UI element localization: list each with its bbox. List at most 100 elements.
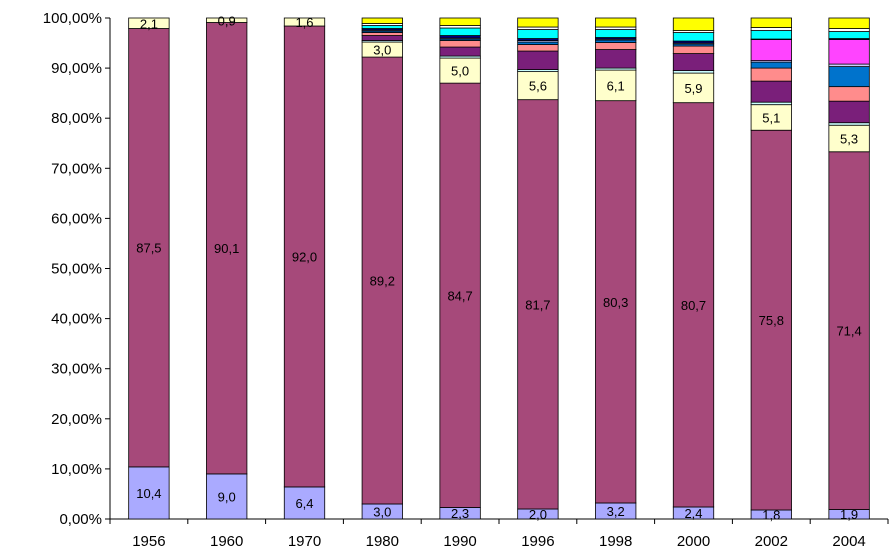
bar-segment: [439, 27, 481, 36]
y-tick-label: 40,00%: [51, 311, 102, 328]
x-tick-label: 1996: [521, 533, 554, 550]
bar-segment: [595, 17, 637, 28]
bar-segment: [750, 67, 792, 82]
y-tick-label: 60,00%: [51, 210, 102, 227]
bar-segment: [828, 28, 870, 32]
x-tick-label: 2004: [832, 533, 865, 550]
data-label: 3,0: [373, 43, 391, 58]
bar-segment: [361, 25, 403, 29]
bar-segment: [517, 17, 559, 28]
data-label: 80,7: [681, 298, 706, 313]
data-label: 87,5: [136, 241, 161, 256]
x-tick-label: 1960: [210, 533, 243, 550]
y-tick-label: 90,00%: [51, 60, 102, 77]
data-label: 1,9: [840, 507, 858, 522]
bar-segment: [206, 473, 248, 520]
bar-segment: [128, 17, 170, 29]
data-label: 5,1: [762, 110, 780, 125]
data-label: 10,4: [136, 486, 161, 501]
bar-segment: [595, 42, 637, 50]
bar-segment: [283, 25, 326, 488]
bar-segment: [595, 69, 637, 102]
bar-segment: [672, 32, 715, 42]
bar-segment: [361, 32, 403, 36]
bar-segment: [517, 44, 559, 52]
bar-segment: [361, 56, 403, 505]
y-tick-label: 80,00%: [51, 110, 102, 127]
bar-segment: [828, 39, 870, 65]
bar-segment: [595, 49, 637, 69]
data-label: 89,2: [370, 274, 395, 289]
data-label: 5,0: [451, 64, 469, 79]
bar-segment: [672, 53, 715, 72]
bar-segment: [439, 17, 481, 26]
bar-segment: [439, 46, 481, 57]
data-label: 90,1: [214, 241, 239, 256]
data-label: 3,0: [373, 504, 391, 519]
bar-segment: [672, 45, 715, 54]
x-tick-label: 2002: [755, 533, 788, 550]
data-label: 5,6: [529, 79, 547, 94]
x-tick-label: 1956: [132, 533, 165, 550]
data-label: 2,0: [529, 507, 547, 522]
data-label: 1,8: [762, 507, 780, 522]
data-label: 92,0: [292, 249, 317, 264]
bar-segment: [828, 100, 870, 124]
bar-segment: [750, 39, 792, 61]
bar-segment: [828, 17, 870, 29]
bar-segment: [750, 80, 792, 103]
bar-segment: [283, 486, 326, 520]
data-label: 2,1: [140, 16, 158, 31]
data-label: 2,4: [684, 506, 702, 521]
bar-segment: [828, 124, 870, 153]
bars: [128, 17, 870, 520]
bar-segment: [828, 151, 870, 510]
y-axis: 0,00% 10,00% 20,00% 30,00% 40,00% 50,00% 60,00…: [43, 10, 111, 528]
bar-segment: [828, 86, 870, 102]
bar-segment: [283, 17, 326, 27]
data-label: 6,4: [295, 496, 313, 511]
data-label: 1,6: [295, 15, 313, 30]
data-label: 5,3: [840, 131, 858, 146]
y-tick-label: 70,00%: [51, 160, 102, 177]
bar-segment: [595, 29, 637, 38]
bar-segment: [750, 30, 792, 40]
data-label: 84,7: [447, 288, 472, 303]
y-tick-label: 20,00%: [51, 411, 102, 428]
bar-segment: [672, 17, 715, 31]
data-label: 80,3: [603, 295, 628, 310]
bar-segment: [517, 99, 559, 510]
bar-segment: [206, 22, 248, 475]
bar-segment: [750, 61, 792, 69]
data-label: 9,0: [218, 489, 236, 504]
bar-segment: [361, 17, 403, 24]
data-label: 75,8: [759, 313, 784, 328]
data-label: 0,9: [218, 13, 236, 28]
x-tick-label: 1990: [443, 533, 476, 550]
y-tick-label: 0,00%: [59, 511, 102, 528]
y-tick-label: 50,00%: [51, 261, 102, 278]
data-label: 2,3: [451, 506, 469, 521]
bar-segment: [439, 82, 481, 508]
bar-segment: [361, 35, 403, 41]
bar-segment: [128, 28, 170, 468]
bar-segment: [750, 17, 792, 28]
bar-segment: [828, 31, 870, 39]
bar-segment: [517, 29, 559, 39]
y-tick-label: 10,00%: [51, 461, 102, 478]
x-tick-label: 1970: [288, 533, 321, 550]
x-tick-label: 1980: [366, 533, 399, 550]
y-tick-label: 100,00%: [43, 10, 102, 27]
data-label: 3,2: [607, 504, 625, 519]
bar-segment: [128, 466, 170, 520]
x-tick-label: 2000: [677, 533, 710, 550]
bar-segment: [750, 27, 792, 31]
bar-segment: [828, 66, 870, 88]
data-label: 5,9: [684, 81, 702, 96]
x-axis: 1956 1960 1970 1980 1990 1996 1998 2000 2002 2004: [109, 518, 889, 550]
data-labels: 10,4 87,5 2,1 9,0 90,1 0,9 6,4 92,0 1,6 3,0 89,2 3,…: [136, 13, 862, 522]
bar-segment: [595, 100, 637, 504]
bar-segment: [517, 50, 559, 71]
bar-segment: [439, 40, 481, 48]
